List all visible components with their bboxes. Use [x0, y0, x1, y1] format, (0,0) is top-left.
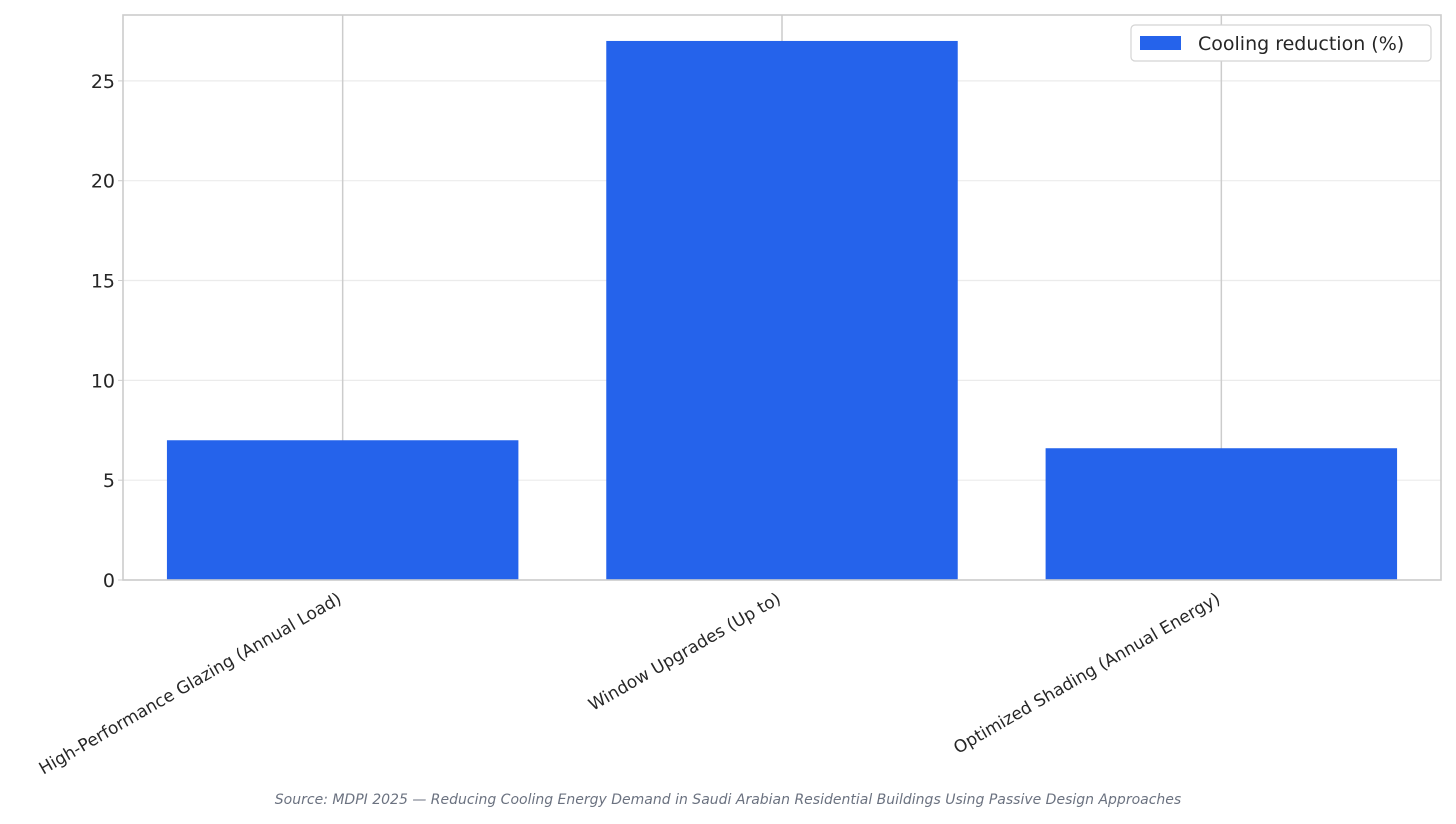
bars: [166, 40, 1398, 581]
bar: [1045, 448, 1398, 580]
y-tick-label: 20: [91, 171, 115, 193]
legend-box: [1130, 24, 1432, 62]
source-caption: Source: MDPI 2025 — Reducing Cooling Ene…: [274, 792, 1182, 808]
legend-label: Cooling reduction (%): [1198, 33, 1404, 55]
y-tick-label: 10: [91, 370, 115, 392]
y-tick-label: 25: [91, 71, 115, 93]
y-tick-label: 5: [103, 470, 115, 492]
x-tick-label: Optimized Shading (Annual Energy): [950, 589, 1223, 758]
y-tick-label: 15: [91, 271, 115, 293]
y-axis-ticks: 0 5 10 15 20 25: [91, 71, 123, 592]
x-axis-ticks: High-Performance Glazing (Annual Load) Wi…: [36, 589, 1224, 779]
legend-swatch: [1140, 36, 1181, 50]
plot-frame: [122, 14, 1442, 581]
y-tick-label: 0: [103, 570, 115, 592]
x-tick-label: Window Upgrades (Up to): [585, 589, 784, 715]
legend: Cooling reduction (%): [1130, 24, 1432, 62]
bar: [606, 40, 958, 581]
bar: [166, 440, 519, 580]
x-tick-label: High-Performance Glazing (Annual Load): [36, 589, 345, 779]
